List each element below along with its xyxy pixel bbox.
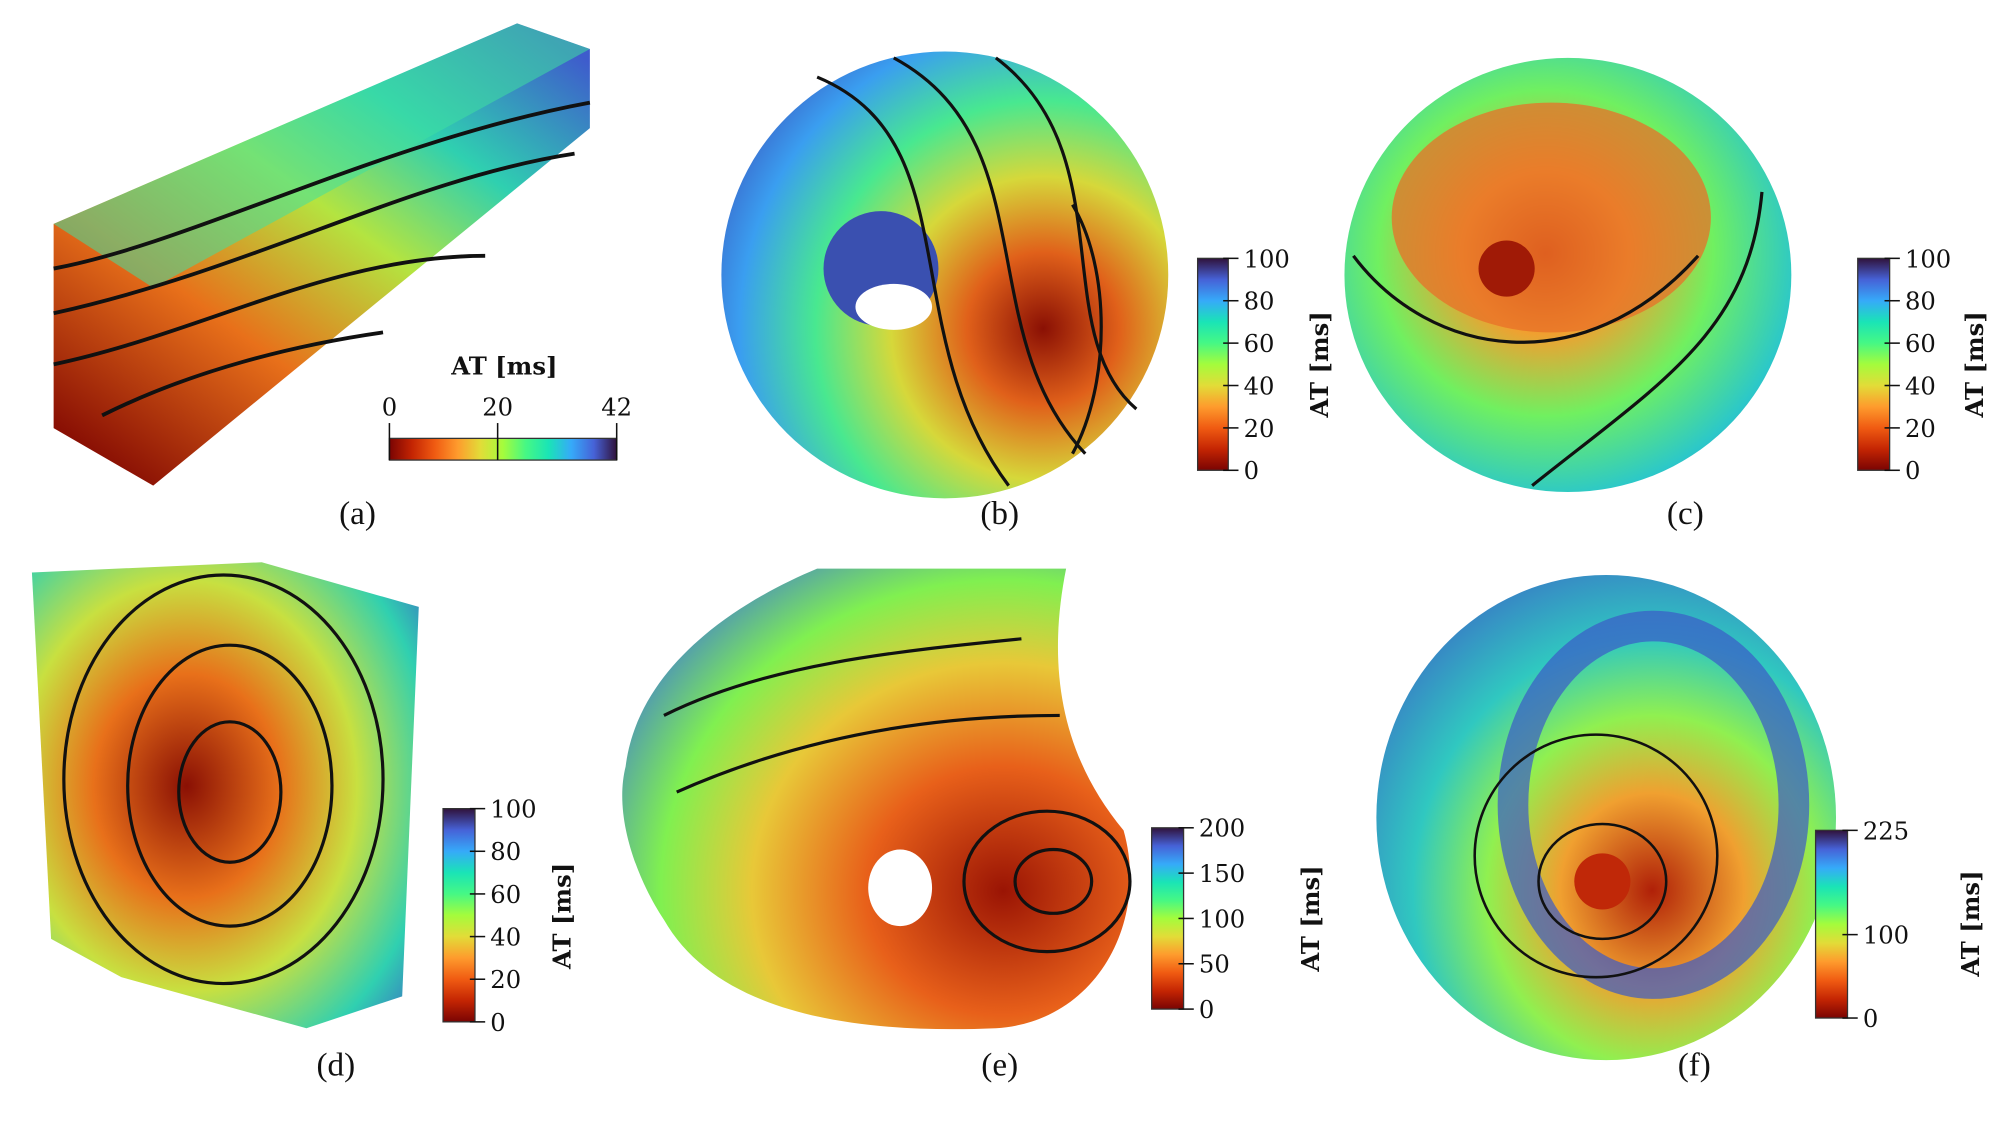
tick-label: 0	[1199, 995, 1214, 1024]
panel-label: (a)	[339, 495, 376, 532]
tick-label: 100	[490, 795, 536, 824]
tick-label: 40	[1905, 371, 1936, 400]
panel-label: (b)	[980, 495, 1019, 532]
panel-label: (d)	[316, 1046, 355, 1083]
tick-label: 20	[490, 965, 521, 994]
tick-label: 80	[1905, 287, 1936, 316]
render-a	[53, 23, 591, 486]
tick-label: 0	[382, 392, 397, 421]
panel-label: (f)	[1678, 1046, 1711, 1083]
tick-label: 100	[1199, 904, 1245, 933]
tick-label: 225	[1863, 816, 1909, 845]
tick-label: 0	[490, 1008, 505, 1037]
colorbar	[1857, 257, 1891, 471]
tick-label: 60	[1905, 329, 1936, 358]
tick-label: 150	[1199, 859, 1245, 888]
tick-label: 100	[1863, 921, 1909, 950]
tick-label: 0	[1863, 1004, 1878, 1033]
render-e	[622, 568, 1132, 1030]
colorbar	[1151, 827, 1185, 1010]
tick-label: 200	[1199, 814, 1245, 843]
tick-label: 40	[1244, 371, 1275, 400]
tick-label: 80	[490, 837, 521, 866]
tick-label: 42	[601, 392, 632, 421]
panel-label: (c)	[1667, 495, 1704, 532]
tick-label: 20	[1244, 414, 1275, 443]
colorbar	[1814, 829, 1849, 1019]
render-d	[31, 562, 419, 1029]
tick-label: 60	[490, 880, 521, 909]
tick-label: 0	[1244, 456, 1259, 485]
render-f	[1376, 574, 1837, 1061]
tick-label: 100	[1244, 244, 1290, 273]
colorbar-title: AT [ms]	[1305, 311, 1334, 418]
colorbar	[388, 437, 618, 461]
tick-label: 100	[1905, 244, 1951, 273]
tick-label: 0	[1905, 456, 1920, 485]
tick-label: 40	[490, 923, 521, 952]
tick-label: 20	[482, 392, 513, 421]
render-b	[721, 51, 1169, 499]
tick-label: 20	[1905, 414, 1936, 443]
tick-label: 60	[1244, 329, 1275, 358]
panel-label: (e)	[981, 1046, 1018, 1083]
tick-label: 50	[1199, 950, 1230, 979]
colorbar-title: AT [ms]	[1956, 870, 1985, 977]
tick-label: 80	[1244, 287, 1275, 316]
render-c	[1344, 57, 1792, 493]
colorbar-title: AT [ms]	[1296, 865, 1325, 972]
colorbar	[1196, 257, 1229, 471]
colorbar-title: AT [ms]	[1960, 311, 1989, 418]
colorbar-title: AT [ms]	[450, 352, 557, 381]
colorbar-title: AT [ms]	[548, 863, 577, 970]
colorbar	[442, 808, 476, 1023]
